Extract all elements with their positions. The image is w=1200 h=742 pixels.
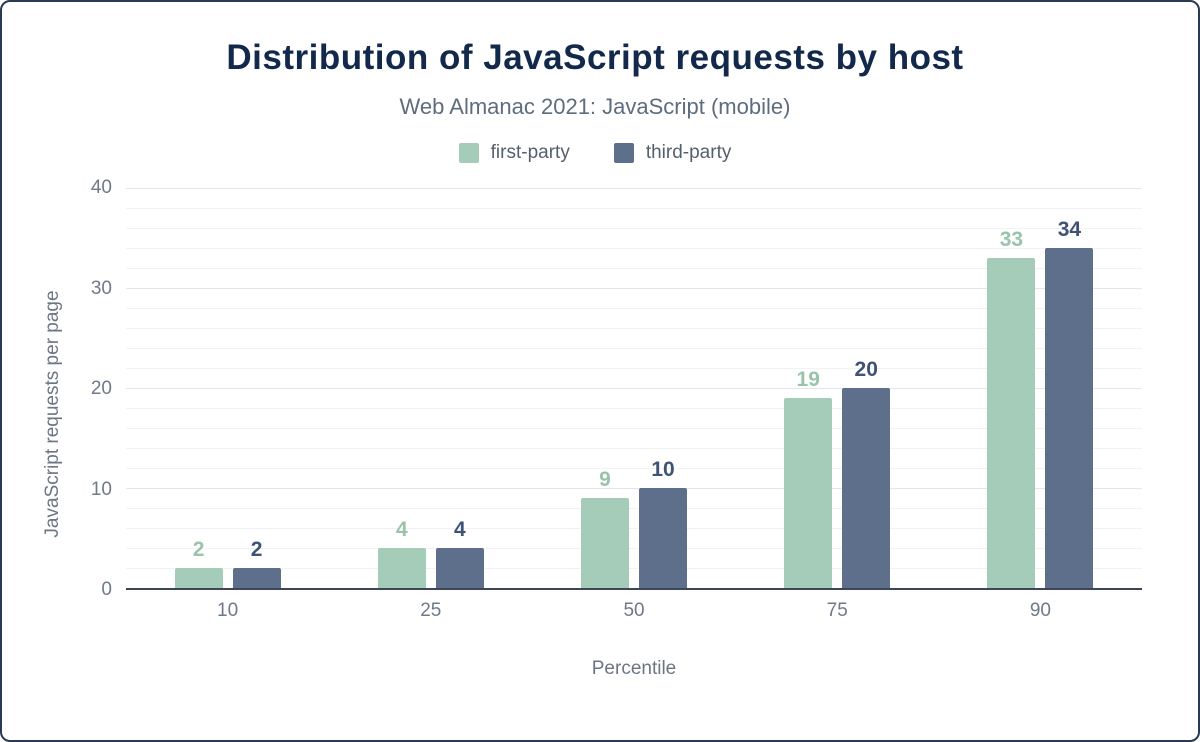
bar-column-first-party: 4 — [377, 188, 426, 588]
gridline — [126, 288, 1142, 289]
bar-column-third-party: 34 — [1045, 188, 1094, 588]
gridline — [126, 248, 1142, 249]
gridline — [126, 528, 1142, 529]
x-tick-label: 10 — [217, 600, 239, 621]
gridline — [126, 548, 1142, 549]
bar-value-label: 4 — [453, 518, 466, 541]
gridline — [126, 188, 1142, 189]
y-tick-label: 30 — [90, 277, 112, 299]
bar-column-first-party: 9 — [581, 188, 629, 588]
bar-group: 33 34 — [939, 188, 1142, 588]
plot-area: 2 2 4 4 9 10 19 20 33 34 — [126, 188, 1142, 590]
x-tick-label: 25 — [420, 600, 442, 621]
x-axis-title: Percentile — [591, 658, 677, 679]
legend-item-first-party: first-party — [458, 142, 570, 164]
legend-swatch-icon — [613, 143, 634, 163]
plot-column: 2 2 4 4 9 10 19 20 33 34 10 25 50 75 90 Percentile — [126, 188, 1142, 680]
gridline — [126, 228, 1142, 229]
gridline — [126, 368, 1142, 369]
bar-column-third-party: 2 — [232, 188, 281, 588]
gridline — [126, 468, 1142, 469]
bar-first-party — [987, 258, 1036, 588]
gridline — [126, 448, 1142, 449]
bar-value-label: 10 — [651, 458, 675, 481]
gridline — [126, 568, 1142, 569]
gridline — [126, 488, 1142, 489]
bar-value-label: 4 — [395, 518, 408, 541]
bar-value-label: 2 — [192, 538, 205, 561]
bar-third-party — [232, 568, 281, 588]
bar-column-third-party: 10 — [639, 188, 687, 588]
bar-column-first-party: 33 — [987, 188, 1036, 588]
y-axis-title: JavaScript requests per page — [42, 290, 63, 538]
bar-value-label: 2 — [250, 538, 263, 561]
bar-group: 19 20 — [736, 188, 939, 588]
bar-groups: 2 2 4 4 9 10 19 20 33 34 — [126, 188, 1142, 588]
bar-group: 9 10 — [532, 188, 735, 588]
y-tick-label: 0 — [101, 579, 112, 600]
x-axis-ticks: 10 25 50 75 90 — [126, 600, 1142, 622]
chart-title: Distribution of JavaScript requests by h… — [226, 38, 964, 77]
chart-region: JavaScript requests per page 0 10 20 30 40 2… — [32, 177, 1158, 680]
legend-label: third-party — [645, 142, 732, 163]
gridline — [126, 348, 1142, 349]
bar-first-party — [174, 568, 223, 588]
x-tick-label: 90 — [1029, 600, 1051, 621]
gridline — [126, 508, 1142, 509]
legend-label: first-party — [490, 142, 570, 163]
bar-first-party — [377, 548, 426, 588]
gridline — [126, 308, 1142, 309]
gridline — [126, 208, 1142, 209]
y-axis-ticks: 0 10 20 30 40 — [74, 177, 126, 600]
bar-third-party — [435, 548, 484, 588]
y-tick-label: 40 — [90, 177, 112, 198]
gridline — [126, 268, 1142, 269]
bar-third-party — [1045, 248, 1094, 588]
y-axis-title-wrap: JavaScript requests per page — [32, 188, 74, 680]
legend-swatch-icon — [458, 143, 479, 163]
chart-subtitle: Web Almanac 2021: JavaScript (mobile) — [399, 94, 791, 119]
gridline — [126, 428, 1142, 429]
gridline — [126, 388, 1142, 389]
bar-first-party — [784, 398, 833, 588]
bar-value-label: 9 — [599, 468, 611, 491]
legend-item-third-party: third-party — [613, 142, 732, 164]
y-tick-label: 20 — [90, 378, 112, 399]
bar-column-first-party: 2 — [174, 188, 223, 588]
bar-value-label: 20 — [854, 358, 878, 381]
bar-column-first-party: 19 — [784, 188, 833, 588]
gridline — [126, 328, 1142, 329]
bar-column-third-party: 20 — [842, 188, 891, 588]
legend: first-party third-party — [32, 142, 1158, 164]
x-tick-label: 50 — [623, 600, 645, 621]
bar-value-label: 19 — [796, 368, 820, 391]
y-tick-label: 10 — [90, 478, 112, 500]
bar-column-third-party: 4 — [435, 188, 484, 588]
x-tick-label: 75 — [826, 600, 848, 621]
bar-value-label: 33 — [999, 228, 1024, 251]
gridline — [126, 408, 1142, 409]
bar-third-party — [842, 388, 891, 588]
bar-third-party — [639, 488, 687, 588]
bar-value-label: 34 — [1057, 218, 1082, 241]
bar-first-party — [581, 498, 629, 588]
